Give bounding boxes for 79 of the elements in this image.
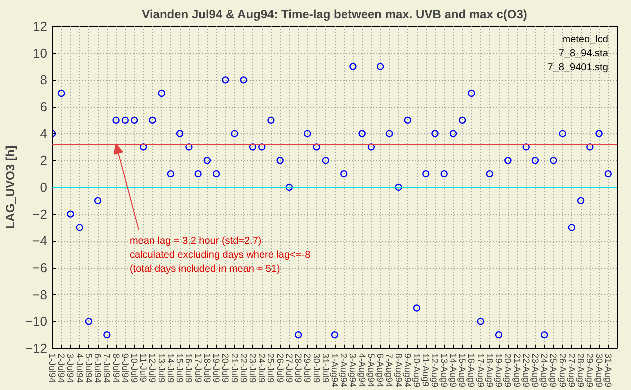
y-tick-label: −8 — [32, 287, 48, 302]
x-tick-label: 30-Aug9 — [594, 354, 604, 388]
y-axis-title: LAG_UVO3 [h] — [3, 146, 18, 230]
x-tick-label: 11-Aug9 — [421, 354, 432, 387]
y-tick-label: −4 — [32, 234, 48, 249]
x-tick-label: 14-Aug9 — [448, 354, 458, 388]
x-tick-label: 31-Jul9 — [320, 354, 331, 384]
x-tick-label: 23-Jul9 — [248, 354, 258, 384]
x-tick-label: 21-Aug9 — [512, 354, 522, 388]
x-tick-label: 5-Jul94 — [84, 354, 94, 384]
x-tick-label: 24-Aug9 — [540, 354, 550, 388]
x-tick-label: 26-Aug9 — [558, 354, 568, 388]
x-tick-label: 29-Aug9 — [585, 354, 596, 388]
x-tick-label: 19-Aug9 — [494, 354, 504, 388]
x-tick-label: 7-Aug94 — [384, 354, 395, 388]
x-tick-label: 2-Jul94 — [56, 354, 67, 384]
y-tick-label: 6 — [40, 100, 48, 114]
x-tick-label: 15-Jul9 — [175, 354, 186, 384]
x-tick-label: 13-Jul9 — [156, 354, 167, 384]
x-tick-label: 7-Jul94 — [102, 354, 112, 384]
x-tick-label: 13-Aug9 — [439, 354, 450, 388]
annotation: mean lag = 3.2 hour (std=2.7) calculated excluding days where lag<=-8 (total days included in mean = 51) — [130, 236, 312, 275]
chart-title: Vianden Jul94 & Aug94: Time-lag between max. UVB and max c(O3) — [142, 8, 528, 22]
y-tick-label: −12 — [25, 341, 48, 356]
annotation: meteo_lcd 7_8_94.sta 7_8_9401.stg — [548, 34, 609, 74]
x-tick-label: 25-Jul9 — [266, 354, 276, 384]
y-tick-label: −10 — [25, 314, 48, 330]
x-tick-label: 18-Aug9 — [484, 354, 495, 388]
x-tick-label: 16-Jul9 — [184, 354, 194, 384]
y-tick-label: 10 — [33, 46, 48, 61]
x-tick-label: 3-Aug94 — [348, 354, 358, 388]
x-tick-label: 15-Aug9 — [458, 354, 468, 388]
y-tick-label: 0 — [40, 180, 48, 195]
x-tick-label: 4-Jul94 — [74, 354, 85, 384]
x-tick-label: 16-Aug9 — [466, 354, 477, 388]
x-tick-label: 18-Jul9 — [202, 354, 212, 384]
y-tick-label: 4 — [40, 126, 48, 142]
x-tick-label: 10-Aug9 — [412, 354, 422, 388]
x-tick-label: 3-Jul94 — [66, 354, 76, 384]
x-tick-label: 4-Aug94 — [357, 354, 368, 388]
x-tick-label: 6-Jul94 — [93, 354, 104, 384]
x-tick-label: 21-Jul9 — [230, 354, 240, 384]
x-tick-label: 30-Jul9 — [312, 354, 322, 384]
x-tick-label: 22-Jul9 — [238, 354, 249, 384]
x-tick-label: 28-Jul9 — [294, 354, 304, 384]
x-tick-label: 27-Aug9 — [566, 354, 577, 388]
x-tick-label: 20-Aug9 — [503, 354, 514, 388]
x-tick-label: 11-Jul9 — [138, 354, 149, 382]
x-tick-label: 9-Aug94 — [402, 354, 413, 388]
y-tick-label: −6 — [32, 260, 48, 276]
x-tick-label: 6-Aug94 — [376, 354, 386, 388]
x-tick-label: 19-Jul9 — [212, 354, 222, 384]
y-tick-label: 2 — [40, 153, 48, 168]
x-tick-label: 1-Jul94 — [48, 354, 58, 384]
x-tick-label: 22-Aug9 — [521, 354, 532, 388]
x-tick-label: 23-Aug9 — [530, 354, 540, 388]
x-tick-label: 26-Jul9 — [275, 354, 286, 384]
y-tick-label: −2 — [32, 206, 48, 222]
y-tick-label: 12 — [33, 19, 48, 34]
x-tick-label: 10-Jul9 — [130, 354, 140, 384]
x-tick-label: 31-Aug9 — [603, 354, 614, 388]
x-tick-label: 29-Jul9 — [302, 354, 313, 384]
x-tick-label: 12-Aug9 — [430, 354, 440, 388]
y-tick-label: 8 — [40, 72, 48, 88]
x-tick-label: 9-Jul94 — [120, 354, 130, 384]
x-tick-label: 8-Aug94 — [394, 354, 404, 388]
x-tick-label: 14-Jul9 — [166, 354, 176, 384]
x-tick-label: 24-Jul9 — [257, 354, 268, 384]
x-tick-label: 8-Jul94 — [111, 354, 122, 384]
x-tick-label: 17-Aug9 — [476, 354, 486, 388]
x-tick-label: 12-Jul9 — [148, 354, 158, 384]
x-tick-label: 2-Aug94 — [339, 354, 350, 388]
x-tick-label: 1-Aug94 — [330, 354, 340, 388]
x-tick-label: 28-Aug9 — [576, 354, 586, 388]
x-tick-label: 17-Jul9 — [193, 354, 204, 384]
x-tick-label: 20-Jul9 — [220, 354, 231, 384]
x-tick-label: 25-Aug9 — [548, 354, 559, 388]
x-tick-label: 27-Jul9 — [284, 354, 294, 384]
x-tick-label: 5-Aug94 — [366, 354, 376, 388]
